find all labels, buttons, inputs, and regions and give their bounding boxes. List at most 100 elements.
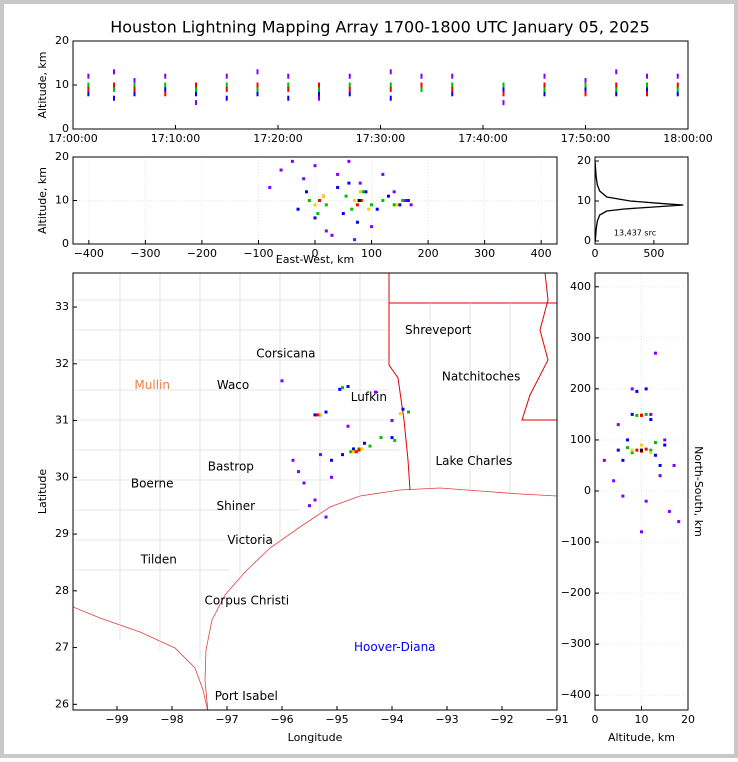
source-point (584, 78, 587, 84)
source-point (403, 199, 407, 202)
source-point (113, 69, 115, 75)
source-point (87, 86, 90, 92)
source-point (195, 82, 197, 88)
x-tick-label: 500 (643, 247, 664, 260)
y-tick-label: 20 (55, 150, 69, 163)
source-point (324, 229, 328, 233)
place-label: Lake Charles (435, 454, 512, 468)
source-point (621, 494, 625, 498)
source-point (616, 423, 620, 427)
source-point (133, 86, 136, 92)
source-point (420, 82, 423, 88)
border (73, 606, 208, 710)
source-point (451, 73, 454, 79)
y-tick-label: 10 (577, 194, 591, 207)
place-label: Mullin (134, 378, 170, 392)
source-point (348, 91, 351, 97)
source-point (225, 82, 228, 88)
x-tick-label: −99 (105, 713, 128, 726)
source-point (305, 190, 309, 194)
source-point (584, 82, 587, 88)
axes-frame (72, 40, 689, 130)
y-tick-label: 20 (577, 154, 591, 167)
y-tick-label: 400 (570, 280, 591, 293)
source-point (626, 446, 630, 450)
source-point (164, 86, 167, 92)
source-point (398, 412, 402, 416)
source-point (341, 453, 344, 457)
source-point (630, 412, 634, 416)
source-point (164, 73, 167, 79)
x-tick-label: 17:30:00 (356, 132, 405, 145)
source-point (543, 73, 546, 79)
source-point (133, 82, 136, 88)
coastline (204, 487, 557, 710)
source-point (646, 82, 648, 88)
source-point (401, 407, 405, 411)
source-point (615, 86, 618, 92)
source-point (389, 95, 392, 101)
source-point (451, 82, 454, 88)
source-point (663, 443, 667, 447)
x-axis-label: Altitude, km (608, 731, 675, 744)
y-tick-label: −200 (561, 586, 591, 599)
x-tick-label: 18:00:00 (663, 132, 712, 145)
source-point (225, 86, 228, 92)
source-point (363, 441, 366, 445)
source-point (256, 86, 259, 92)
plot-area (595, 273, 688, 710)
y-tick-label: 300 (570, 331, 591, 344)
x-axis-label: East-West, km (276, 253, 354, 266)
state-border (388, 273, 411, 491)
source-point (658, 474, 662, 478)
x-tick-label: −93 (435, 713, 458, 726)
source-point (502, 82, 505, 88)
y-axis-label: North-South, km (692, 446, 705, 537)
annotation: 13,437 src (614, 229, 656, 238)
source-point (358, 190, 362, 194)
source-point (268, 185, 272, 189)
y-tick-label: 29 (55, 527, 69, 540)
source-point (341, 212, 345, 216)
source-point (389, 69, 392, 75)
source-point (336, 172, 340, 176)
source-point (375, 207, 379, 211)
source-point (352, 450, 355, 454)
source-point (87, 91, 90, 97)
source-point (364, 190, 368, 194)
source-point (407, 410, 410, 414)
source-point (133, 91, 136, 97)
source-point (621, 458, 625, 462)
source-point (287, 82, 290, 88)
x-tick-label: 300 (474, 247, 495, 260)
source-point (398, 203, 402, 207)
x-tick-label: −95 (325, 713, 348, 726)
x-tick-label: 20 (681, 713, 695, 726)
source-point (350, 207, 354, 211)
source-point (676, 82, 679, 88)
source-point (319, 453, 322, 457)
source-point (451, 86, 454, 92)
x-tick-label: 0 (312, 247, 319, 260)
place-label: Corpus Christi (205, 594, 290, 608)
source-point (653, 440, 657, 444)
y-tick-label: 100 (570, 433, 591, 446)
source-point (113, 82, 115, 88)
source-point (280, 379, 284, 383)
x-tick-label: 0 (592, 713, 599, 726)
plot-area (87, 69, 679, 106)
source-point (348, 73, 351, 79)
source-point (646, 86, 648, 92)
source-point (644, 387, 648, 391)
source-point (133, 78, 136, 84)
source-point (113, 86, 115, 92)
source-point (319, 413, 322, 417)
source-point (195, 91, 197, 97)
source-point (324, 203, 328, 207)
source-point (344, 194, 348, 198)
source-point (602, 458, 606, 462)
y-tick-label: 0 (584, 484, 591, 497)
x-tick-label: 400 (531, 247, 552, 260)
